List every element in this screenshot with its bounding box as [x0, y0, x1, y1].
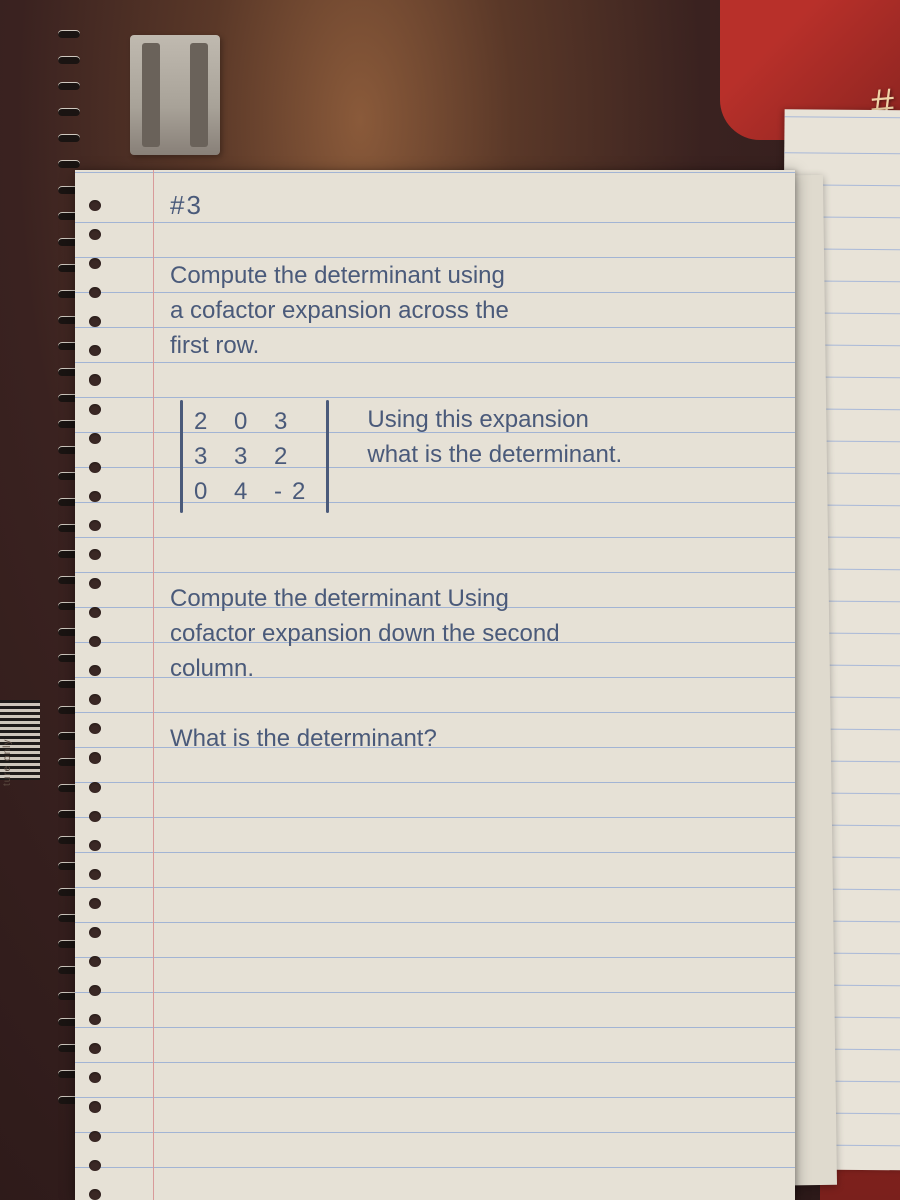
part2-question: What is the determinant?	[170, 721, 765, 756]
part2-line-1: Compute the determinant Using	[170, 581, 765, 616]
barcode-label: ture only	[2, 739, 13, 786]
title-line-3: first row.	[170, 328, 765, 363]
notebook-paper: #3 Compute the determinant using a cofac…	[75, 170, 795, 1200]
handwritten-content: #3 Compute the determinant using a cofac…	[170, 188, 765, 756]
matrix-3x3: 2 0 3 3 3 2 0 4 -2	[180, 402, 329, 511]
matrix-row-2: 3 3 2	[194, 439, 315, 474]
part2-line-2: cofactor expansion down the second	[170, 616, 765, 651]
matrix-row-1: 2 0 3	[194, 404, 315, 439]
matrix-row-3: 0 4 -2	[194, 474, 315, 509]
side-question: Using this expansion what is the determi…	[367, 402, 622, 472]
title-line-1: Compute the determinant using	[170, 258, 765, 293]
title-line-2: a cofactor expansion across the	[170, 293, 765, 328]
side-question-line-2: what is the determinant.	[367, 437, 622, 472]
side-question-line-1: Using this expansion	[367, 402, 622, 437]
part2-line-3: column.	[170, 651, 765, 686]
matrix-and-question: 2 0 3 3 3 2 0 4 -2 Using this expansion …	[180, 402, 765, 511]
punch-holes	[89, 170, 119, 1200]
problem-number: #3	[170, 188, 765, 223]
binder-divider-tab	[130, 35, 220, 155]
